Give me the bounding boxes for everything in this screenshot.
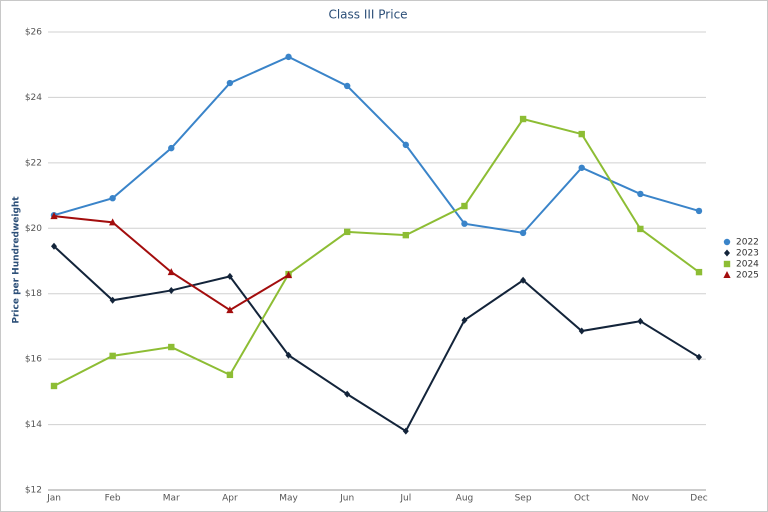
point [519,115,527,123]
x-tick-label: Jun [339,494,354,504]
point [109,352,116,360]
point [109,218,117,226]
x-tick-label: Apr [222,494,238,504]
point [343,228,351,236]
point [226,272,233,280]
chart-title: Class III Price [328,8,407,22]
x-tick-label: Jul [399,494,411,504]
x-tick-label: Feb [105,494,121,504]
y-tick-label: $24 [25,93,42,103]
point [226,371,234,379]
point [168,286,175,294]
x-tick-label: Jan [46,494,61,504]
point [50,382,58,390]
point [402,427,409,435]
y-axis-label: Price per Hundredweight [12,196,22,324]
x-tick-label: Dec [690,494,707,504]
point [519,229,527,237]
legend-label: 2024 [736,260,759,270]
y-tick-label: $20 [25,224,42,234]
point [637,190,644,198]
x-tick-label: Sep [515,494,532,504]
point [724,249,730,257]
point [109,296,116,304]
x-tick-label: Aug [456,494,474,504]
y-tick-label: $26 [25,28,42,38]
point [50,212,58,220]
point [284,271,293,279]
point [168,343,175,351]
point [637,225,644,233]
point [402,141,410,149]
y-tick-label: $14 [25,420,42,430]
point [578,130,585,138]
point [226,306,234,314]
point [285,53,292,61]
series-line [53,117,700,387]
point [168,144,175,152]
point [461,220,468,227]
legend-label: 2025 [736,271,759,281]
y-tick-label: $22 [25,158,42,168]
point [723,238,731,246]
point [109,194,116,202]
point [695,207,703,215]
series-line [53,245,700,433]
point [226,79,234,87]
point [723,260,731,268]
x-tick-label: Oct [574,494,590,504]
point [402,231,410,239]
point [696,353,702,361]
point [343,82,351,90]
x-tick-label: Nov [632,494,650,504]
point [695,268,703,276]
series-line [53,55,700,234]
point [578,327,585,335]
point [461,202,468,210]
point [167,268,175,276]
x-tick-label: Mar [163,494,180,504]
point [637,317,644,325]
point [520,276,527,284]
point [285,351,292,359]
point [723,271,731,278]
legend-label: 2023 [736,249,759,259]
x-tick-label: May [279,494,298,504]
y-tick-label: $18 [25,289,42,299]
point [461,316,468,324]
legend-label: 2022 [736,238,759,248]
point [344,390,351,398]
point [578,164,585,171]
y-tick-label: $12 [25,486,42,496]
y-tick-label: $16 [25,355,42,365]
point [51,242,57,250]
